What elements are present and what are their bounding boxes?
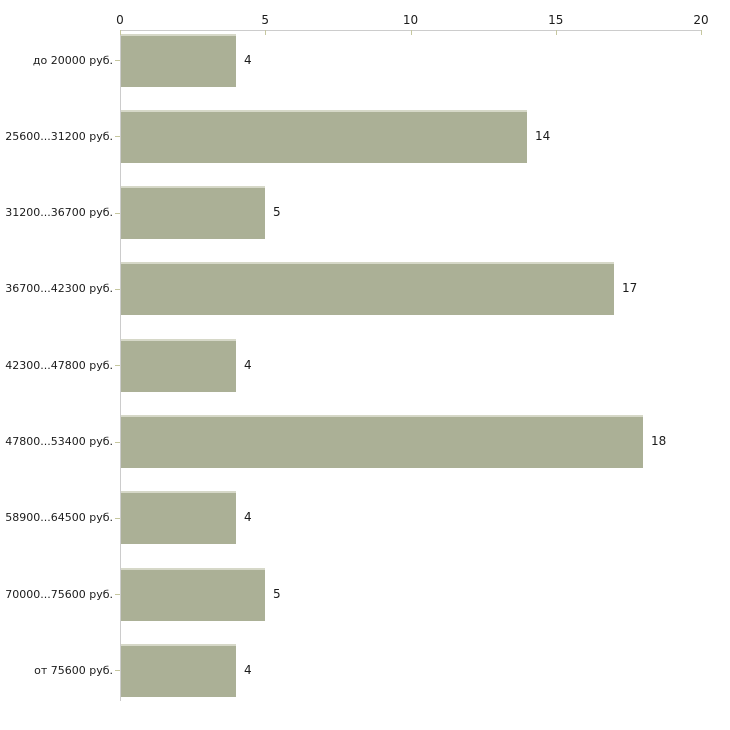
x-axis-tick-label: 5 <box>261 13 270 27</box>
category-label: 47800...53400 руб. <box>5 435 113 448</box>
x-axis-tick <box>265 30 267 35</box>
category-tick <box>115 136 120 137</box>
x-axis-tick-label: 0 <box>116 13 124 27</box>
bar <box>121 33 236 87</box>
bar <box>121 415 643 468</box>
category-label: 42300...47800 руб. <box>5 358 113 372</box>
category-tick <box>115 60 120 61</box>
category-tick <box>115 213 120 214</box>
value-label: 18 <box>651 434 667 448</box>
x-axis-tick-label: 10 <box>402 13 419 27</box>
value-label: 4 <box>244 510 252 525</box>
category-tick <box>115 289 120 290</box>
x-axis-tick-label: 15 <box>548 13 564 27</box>
category-label: 36700...42300 руб. <box>5 282 113 296</box>
bar <box>121 109 527 163</box>
category-label: 58900...64500 руб. <box>5 511 113 525</box>
category-tick <box>115 365 120 366</box>
value-label: 14 <box>535 128 551 143</box>
value-label: 17 <box>622 281 638 296</box>
bar <box>121 262 614 316</box>
category-label: 70000...75600 руб. <box>5 587 113 601</box>
value-label: 5 <box>273 586 281 601</box>
bar <box>121 338 236 392</box>
category-label: 31200...36700 руб. <box>5 206 113 220</box>
value-label: 4 <box>244 52 252 67</box>
x-axis-tick <box>120 30 121 35</box>
category-label: до 20000 руб. <box>32 53 113 67</box>
bar <box>121 186 265 240</box>
bar <box>121 491 236 545</box>
bar <box>121 567 265 621</box>
value-label: 4 <box>244 662 252 677</box>
x-axis-tick <box>410 30 412 35</box>
bar <box>121 643 236 697</box>
category-label: 25600...31200 руб. <box>5 129 113 143</box>
x-axis-tick <box>701 30 702 35</box>
x-axis-tick-label: 20 <box>693 13 709 27</box>
category-label: от 75600 руб. <box>34 663 113 677</box>
category-tick <box>115 518 120 519</box>
x-axis-tick <box>555 30 557 35</box>
category-tick <box>115 442 120 443</box>
category-tick <box>115 594 120 595</box>
value-label: 4 <box>244 357 252 372</box>
value-label: 5 <box>273 205 281 220</box>
y-axis-line <box>120 30 121 701</box>
category-tick <box>115 670 120 671</box>
